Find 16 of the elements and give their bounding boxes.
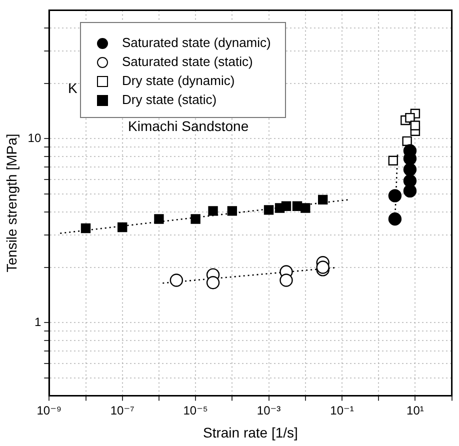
x-tick-label: 10⁻⁹ — [36, 403, 62, 418]
annotation: Kimachi Sandstone — [128, 118, 249, 134]
y-tick-label: 10 — [28, 131, 42, 146]
x-axis-title: Strain rate [1/s] — [203, 424, 298, 440]
annotation: K — [68, 80, 78, 96]
legend-label: Saturated state (static) — [122, 54, 253, 69]
x-tick-label: 10¹ — [406, 403, 424, 418]
x-tick-label: 10⁻⁵ — [183, 403, 208, 418]
legend-label: Dry state (dynamic) — [122, 73, 235, 88]
legend-label: Saturated state (dynamic) — [122, 35, 271, 50]
x-tick-label: 10⁻¹ — [330, 403, 354, 418]
x-tick-label: 10⁻³ — [256, 403, 281, 418]
y-axis-title: Tensile strength [MPa] — [3, 134, 20, 272]
x-tick-label: 10⁻⁷ — [110, 403, 134, 418]
legend-label: Dry state (static) — [122, 92, 217, 107]
y-tick-label: 1 — [34, 314, 42, 329]
